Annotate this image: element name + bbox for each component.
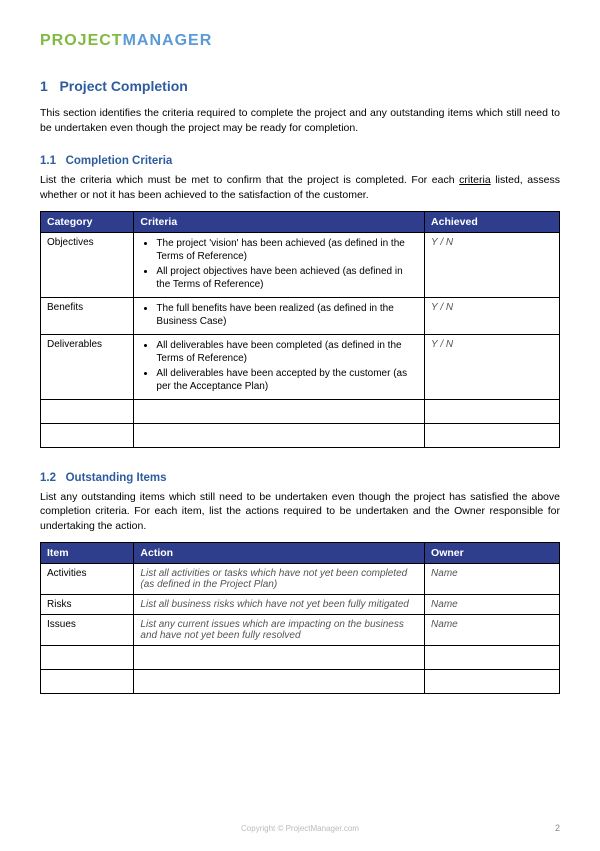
item-owner: Name — [425, 614, 560, 645]
criteria-item: All project objectives have been achieve… — [156, 265, 418, 291]
criteria-achieved: Y / N — [425, 232, 560, 297]
item-name: Risks — [41, 594, 134, 614]
logo: PROJECTMANAGER — [40, 32, 560, 50]
section-1-intro: This section identifies the criteria req… — [40, 106, 560, 135]
items-header-item: Item — [41, 542, 134, 563]
table-row: IssuesList any current issues which are … — [41, 614, 560, 645]
item-owner: Name — [425, 594, 560, 614]
criteria-item: The full benefits have been realized (as… — [156, 302, 418, 328]
criteria-item: All deliverables have been completed (as… — [156, 339, 418, 365]
items-header-owner: Owner — [425, 542, 560, 563]
section-1-2-intro: List any outstanding items which still n… — [40, 490, 560, 534]
section-1-title: Project Completion — [59, 78, 187, 94]
table-row-empty — [41, 399, 560, 423]
section-1-1-heading: 1.1 Completion Criteria — [40, 155, 560, 167]
table-row: ActivitiesList all activities or tasks w… — [41, 563, 560, 594]
item-action: List all business risks which have not y… — [134, 594, 425, 614]
table-row: Deliverables All deliverables have been c… — [41, 334, 560, 399]
item-name: Issues — [41, 614, 134, 645]
criteria-category: Deliverables — [41, 334, 134, 399]
item-name: Activities — [41, 563, 134, 594]
section-1-2-heading: 1.2 Outstanding Items — [40, 472, 560, 484]
underlined-word: criteria — [459, 174, 491, 186]
criteria-list: The full benefits have been realized (as… — [134, 297, 425, 334]
items-header-action: Action — [134, 542, 425, 563]
criteria-achieved: Y / N — [425, 297, 560, 334]
item-owner: Name — [425, 563, 560, 594]
criteria-category: Benefits — [41, 297, 134, 334]
table-row: RisksList all business risks which have … — [41, 594, 560, 614]
criteria-list: The project 'vision' has been achieved (… — [134, 232, 425, 297]
section-1-2-title: Outstanding Items — [66, 472, 167, 484]
criteria-category: Objectives — [41, 232, 134, 297]
section-1-2-number: 1.2 — [40, 472, 56, 484]
criteria-item: The project 'vision' has been achieved (… — [156, 237, 418, 263]
table-row: Objectives The project 'vision' has been … — [41, 232, 560, 297]
completion-criteria-table: Category Criteria Achieved Objectives The… — [40, 211, 560, 448]
section-1-number: 1 — [40, 78, 48, 94]
item-action: List any current issues which are impact… — [134, 614, 425, 645]
section-1-1-number: 1.1 — [40, 155, 56, 167]
section-1-1-title: Completion Criteria — [66, 155, 173, 167]
table-row: Benefits The full benefits have been real… — [41, 297, 560, 334]
table-row-empty — [41, 669, 560, 693]
section-1-heading: 1 Project Completion — [40, 78, 560, 94]
criteria-header-criteria: Criteria — [134, 211, 425, 232]
section-1-1-intro: List the criteria which must be met to c… — [40, 173, 560, 202]
footer-copyright: Copyright © ProjectManager.com — [0, 824, 600, 833]
item-action: List all activities or tasks which have … — [134, 563, 425, 594]
criteria-item: All deliverables have been accepted by t… — [156, 367, 418, 393]
criteria-header-category: Category — [41, 211, 134, 232]
outstanding-items-table: Item Action Owner ActivitiesList all act… — [40, 542, 560, 694]
criteria-list: All deliverables have been completed (as… — [134, 334, 425, 399]
table-row-empty — [41, 645, 560, 669]
criteria-header-achieved: Achieved — [425, 211, 560, 232]
page-number: 2 — [555, 823, 560, 833]
logo-part1: PROJECT — [40, 32, 123, 49]
table-row-empty — [41, 423, 560, 447]
logo-part2: MANAGER — [123, 32, 213, 49]
criteria-achieved: Y / N — [425, 334, 560, 399]
